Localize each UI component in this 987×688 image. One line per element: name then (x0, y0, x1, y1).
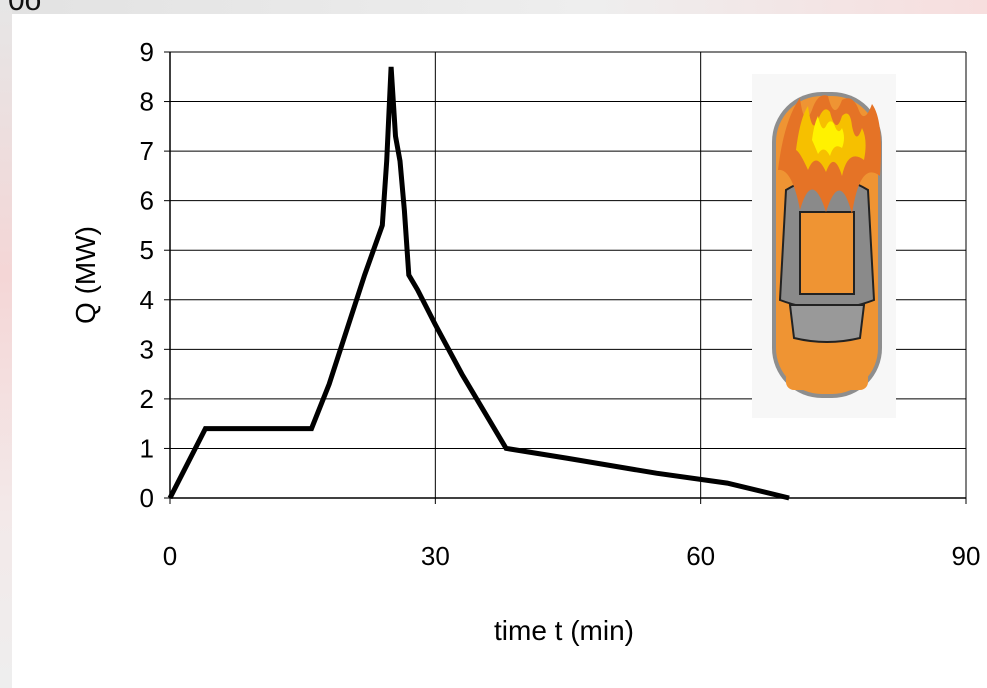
y-tick-label: 6 (140, 186, 154, 216)
y-axis-title: Q (MW) (70, 226, 101, 324)
background-band-top (0, 0, 987, 14)
series-line (167, 66, 790, 501)
x-tick-label: 90 (952, 541, 981, 571)
x-tick-label: 60 (686, 541, 715, 571)
y-tick-label: 2 (140, 384, 154, 414)
y-tick-label: 8 (140, 87, 154, 117)
axes (164, 51, 967, 504)
x-tick-label: 0 (163, 541, 177, 571)
burning-car-icon (752, 74, 896, 418)
x-axis-title: time t (min) (494, 615, 634, 646)
y-tick-label: 7 (140, 136, 154, 166)
clipped-title-fragment: 0o (8, 0, 42, 17)
y-tick-label: 1 (140, 433, 154, 463)
y-tick-label: 9 (140, 37, 154, 67)
x-tick-label: 30 (421, 541, 450, 571)
axis-titles: time t (min) Q (MW) (70, 226, 634, 646)
y-tick-label: 5 (140, 235, 154, 265)
y-tick-label: 4 (140, 285, 154, 315)
y-tick-label: 3 (140, 334, 154, 364)
background-band-left (0, 0, 12, 688)
y-tick-label: 0 (140, 483, 154, 513)
